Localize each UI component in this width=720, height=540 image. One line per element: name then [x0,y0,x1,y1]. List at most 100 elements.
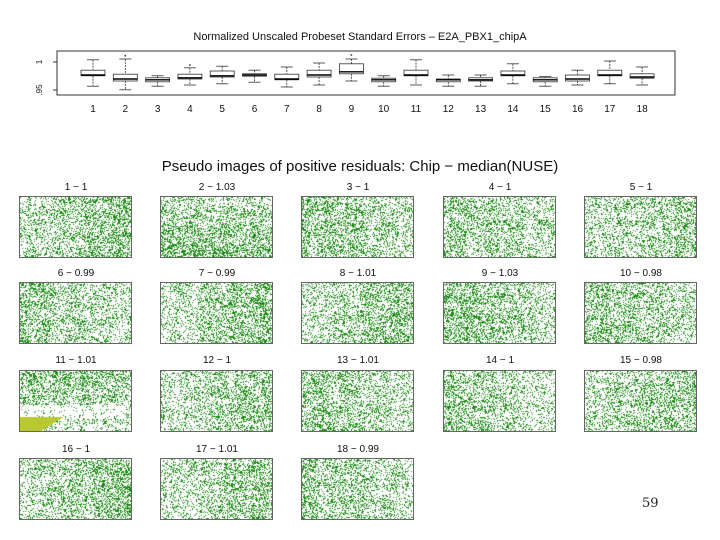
x-tick-label: 11 [411,104,422,115]
pseudo-image-panel [584,196,697,258]
residual-image [444,283,555,343]
outlier-point [189,64,191,66]
x-tick-label: 10 [378,104,390,115]
boxplot-title: Normalized Unscaled Probeset Standard Er… [193,31,527,43]
iqr-box [565,74,590,82]
iqr-box [274,73,300,81]
boxplot-box-8 [306,62,332,86]
iqr-box [209,70,235,78]
boxplot-box-4 [177,64,203,86]
pseudo-image-panel [19,282,132,344]
pseudo-image-panel [301,370,414,432]
boxplot-box-1 [80,59,106,87]
panel-label: 6 − 0.99 [57,268,95,279]
boxplot-chart: Normalized Unscaled Probeset Standard Er… [35,31,676,115]
iqr-box [338,63,364,75]
boxplot-box-11 [403,59,429,86]
panel-label: 2 − 1.03 [198,182,236,193]
slide-number: 59 [642,496,659,511]
iqr-box [500,70,526,77]
boxplot-box-17 [597,60,623,85]
pseudo-image-panel [584,370,697,432]
iqr-box [629,73,655,79]
boxplot-box-2 [112,54,138,91]
residual-image [161,197,272,257]
boxplot-box-5 [209,65,235,85]
boxplot-box-9 [338,54,364,82]
residual-image [20,197,131,257]
y-tick-label: .95 [35,84,44,96]
iqr-box [80,69,106,77]
panel-label: 18 − 0.99 [337,444,379,455]
panel-label: 15 − 0.98 [620,355,662,366]
pseudo-image-panel [301,458,414,520]
residual-image [302,459,413,519]
iqr-box [112,73,138,82]
x-tick-label: 7 [284,104,290,115]
panel-label: 16 − 1 [61,444,91,455]
boxplot-box-14 [500,63,526,85]
residual-image [161,283,272,343]
pseudo-image-panel [443,196,556,258]
boxplot-box-13 [468,74,494,87]
outlier-point [350,54,353,56]
boxplot-box-3 [145,75,171,87]
residual-image [20,283,131,343]
iqr-box [306,69,332,78]
x-tick-label: 17 [604,104,616,115]
residual-image [161,371,272,431]
pseudo-image-panel [160,370,273,432]
pseudo-image-panel [584,282,697,344]
boxplot-box-16 [565,69,590,86]
boxplot-box-6 [242,69,267,83]
pseudo-image-panel [19,458,132,520]
x-tick-label: 2 [123,104,129,115]
x-tick-label: 13 [475,104,487,115]
panel-label: 8 − 1.01 [339,268,377,279]
residual-image [20,459,131,519]
panel-label: 11 − 1.01 [55,355,97,366]
boxplot-box-12 [435,74,461,87]
panel-label: 4 − 1 [488,182,512,193]
boxplot-box-15 [532,76,558,87]
boxplot-box-10 [371,75,397,87]
x-tick-label: 1 [90,104,96,115]
boxplot-frame [56,50,676,96]
boxplot-y-axis: 1.95 [35,59,57,96]
residual-image [444,197,555,257]
boxplot-box-7 [274,66,300,88]
x-tick-label: 9 [349,104,355,115]
boxplot-x-labels: 1 2 3 4 5 6 7 8 9 10 11 12 13 14 15 16 17 18 [90,104,648,115]
pseudo-image-panel [301,196,414,258]
residual-image [585,197,696,257]
residual-image [585,283,696,343]
boxplot-box-18 [629,66,655,86]
panel-label: 17 − 1.01 [196,444,238,455]
x-tick-label: 4 [187,104,193,115]
x-tick-label: 8 [316,104,322,115]
pseudo-image-panel [19,196,132,258]
pseudo-image-panel [301,282,414,344]
boxplot-boxes [80,54,655,91]
panel-label: 14 − 1 [485,355,515,366]
residual-image [302,197,413,257]
residual-image [585,371,696,431]
x-tick-label: 16 [572,104,584,115]
pseudo-image-panel [443,282,556,344]
pseudo-image-panel [19,370,132,432]
x-tick-label: 5 [219,104,225,115]
panel-label: 7 − 0.99 [198,268,236,279]
panel-label: 10 − 0.98 [620,268,662,279]
residual-image [20,371,131,431]
panel-label: 3 − 1 [346,182,370,193]
x-tick-label: 6 [252,104,258,115]
x-tick-label: 12 [443,104,455,115]
iqr-box [403,69,429,77]
panel-label: 13 − 1.01 [337,355,379,366]
outlier-point [124,54,127,57]
pseudo-image-panel [160,458,273,520]
panel-label: 1 − 1 [64,182,88,193]
x-tick-label: 15 [540,104,552,115]
residual-image [302,283,413,343]
residual-image [161,459,272,519]
